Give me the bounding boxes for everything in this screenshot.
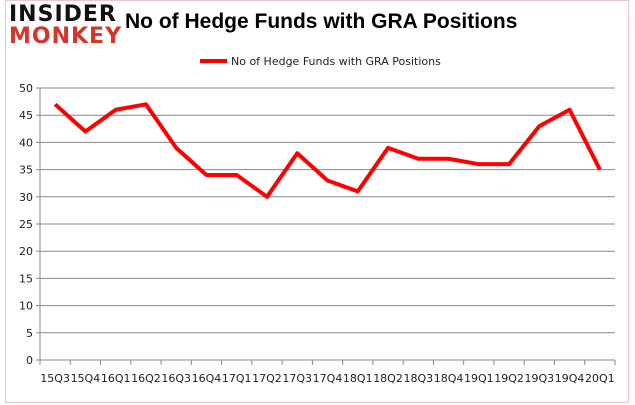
y-tick-label: 35 — [19, 164, 33, 177]
insider-monkey-logo: INSIDER MONKEY — [9, 2, 123, 52]
x-tick-label: 16Q4 — [192, 372, 222, 385]
y-tick-label: 10 — [19, 300, 33, 313]
legend-label: No of Hedge Funds with GRA Positions — [231, 55, 441, 68]
x-tick-label: 15Q3 — [40, 372, 70, 385]
x-tick-label: 18Q2 — [373, 372, 403, 385]
x-tick-label: 19Q2 — [494, 372, 524, 385]
logo-line1: INSIDER — [9, 2, 117, 27]
y-tick-label: 5 — [26, 327, 33, 340]
x-tick-label: 20Q1 — [585, 372, 615, 385]
x-tick-label: 15Q4 — [71, 372, 101, 385]
y-tick-label: 20 — [19, 245, 33, 258]
chart-frame — [5, 0, 629, 403]
y-tick-label: 25 — [19, 218, 33, 231]
x-tick-label: 17Q2 — [252, 372, 282, 385]
x-tick-label: 19Q3 — [525, 372, 555, 385]
y-tick-label: 40 — [19, 136, 33, 149]
x-tick-label: 17Q4 — [313, 372, 343, 385]
logo-line2: MONKEY — [9, 24, 123, 49]
x-tick-label: 19Q4 — [555, 372, 585, 385]
y-tick-label: 15 — [19, 272, 33, 285]
y-tick-label: 30 — [19, 191, 33, 204]
x-tick-label: 18Q3 — [403, 372, 433, 385]
x-tick-label: 16Q3 — [161, 372, 191, 385]
series-line — [53, 102, 602, 199]
y-tick-label: 0 — [26, 354, 33, 367]
chart-title: No of Hedge Funds with GRA Positions — [125, 10, 518, 33]
x-tick-label: 16Q1 — [101, 372, 131, 385]
x-tick-label: 18Q1 — [343, 372, 373, 385]
y-tick-label: 50 — [19, 82, 33, 95]
x-tick-label: 17Q1 — [222, 372, 252, 385]
x-tick-label: 17Q3 — [282, 372, 312, 385]
x-tick-label: 19Q1 — [464, 372, 494, 385]
x-tick-label: 16Q2 — [131, 372, 161, 385]
y-tick-label: 45 — [19, 109, 33, 122]
x-tick-label: 18Q4 — [434, 372, 464, 385]
